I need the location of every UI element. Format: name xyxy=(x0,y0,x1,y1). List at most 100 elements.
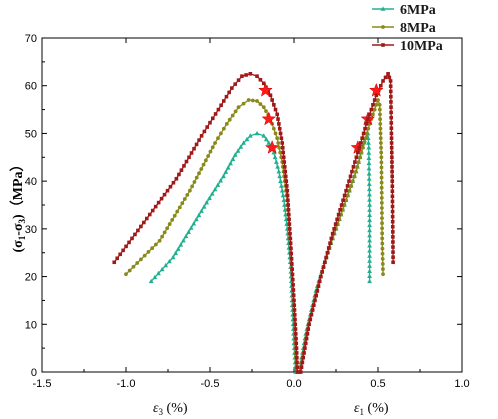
data-point xyxy=(381,267,385,271)
data-point xyxy=(378,112,382,117)
data-point xyxy=(335,217,339,222)
data-point xyxy=(281,155,286,160)
plot-frame xyxy=(41,37,463,373)
data-point xyxy=(163,262,169,268)
data-point xyxy=(366,160,372,166)
data-point xyxy=(188,225,194,230)
data-point xyxy=(380,216,384,221)
x-tick-label: 0.0 xyxy=(286,378,301,390)
data-point xyxy=(391,235,395,239)
data-point xyxy=(359,150,364,155)
y-tick-label: 50 xyxy=(25,128,37,140)
data-point xyxy=(208,149,213,154)
data-point xyxy=(210,145,215,150)
data-point xyxy=(366,186,372,192)
data-point xyxy=(366,176,372,181)
data-point xyxy=(389,110,393,115)
data-point xyxy=(142,220,146,225)
data-point xyxy=(277,173,283,179)
data-point xyxy=(246,98,251,102)
data-point xyxy=(367,273,372,279)
data-point xyxy=(112,260,117,265)
data-point xyxy=(295,370,300,374)
data-point xyxy=(387,75,392,80)
legend-label: 6MPa xyxy=(400,3,436,18)
x-axis-title-eps1: ε1 (%) xyxy=(354,401,389,417)
data-point xyxy=(379,145,383,150)
data-point xyxy=(363,126,367,131)
series-line xyxy=(298,133,371,373)
data-point xyxy=(199,134,204,138)
data-point xyxy=(170,254,176,260)
data-point xyxy=(336,212,341,217)
data-point xyxy=(352,174,357,179)
data-point xyxy=(345,184,350,188)
data-point xyxy=(383,75,388,80)
data-point xyxy=(127,268,132,273)
data-point xyxy=(199,208,204,213)
legend-marker xyxy=(380,6,386,11)
data-point xyxy=(142,253,147,258)
data-point xyxy=(389,136,394,140)
data-point xyxy=(244,136,250,142)
data-point xyxy=(147,212,152,217)
data-point xyxy=(236,78,241,82)
data-point xyxy=(378,136,383,141)
data-point xyxy=(175,209,180,214)
data-point xyxy=(258,102,263,106)
data-point xyxy=(293,317,297,322)
data-point xyxy=(167,258,172,264)
data-point xyxy=(314,293,318,298)
data-point xyxy=(223,169,229,174)
data-point xyxy=(339,203,344,207)
data-point xyxy=(191,221,197,226)
data-point xyxy=(390,189,395,194)
data-point xyxy=(367,232,372,238)
data-point xyxy=(360,145,365,150)
data-point xyxy=(150,246,155,251)
series-8MPa xyxy=(124,98,385,374)
data-point xyxy=(273,159,279,164)
data-point xyxy=(261,81,266,86)
data-point xyxy=(230,113,235,118)
data-point xyxy=(286,198,290,203)
data-point xyxy=(271,149,277,155)
data-point xyxy=(291,288,296,292)
data-point xyxy=(357,145,362,150)
data-point xyxy=(233,82,237,86)
data-point xyxy=(219,131,223,136)
data-point xyxy=(347,188,352,193)
y-tick-label: 30 xyxy=(25,224,37,236)
data-point xyxy=(180,238,186,243)
data-point xyxy=(186,229,191,234)
data-point xyxy=(224,94,229,99)
data-point xyxy=(187,155,191,160)
data-point xyxy=(190,184,195,189)
data-point xyxy=(216,107,221,112)
data-point xyxy=(278,131,283,136)
data-point xyxy=(139,257,143,262)
data-point xyxy=(228,160,233,166)
data-point xyxy=(136,228,140,233)
data-point xyxy=(244,73,248,77)
data-point xyxy=(288,241,293,245)
data-point xyxy=(390,179,395,183)
data-point xyxy=(367,227,372,233)
x-axis-ticks: -1.5 -1.0 -0.5 0.0 0.5 1.0 xyxy=(33,38,470,390)
y-tick-label: 10 xyxy=(25,319,37,331)
data-point xyxy=(390,214,395,219)
data-point xyxy=(356,150,360,155)
data-point xyxy=(390,174,394,179)
data-point xyxy=(292,298,296,303)
data-point xyxy=(349,184,354,188)
data-point xyxy=(378,126,383,131)
data-point xyxy=(192,180,197,184)
data-point xyxy=(390,169,394,174)
data-point xyxy=(367,263,372,268)
data-point xyxy=(207,195,212,201)
data-point xyxy=(294,341,299,346)
data-point xyxy=(313,298,317,303)
data-point xyxy=(162,230,167,235)
data-point xyxy=(193,216,199,222)
